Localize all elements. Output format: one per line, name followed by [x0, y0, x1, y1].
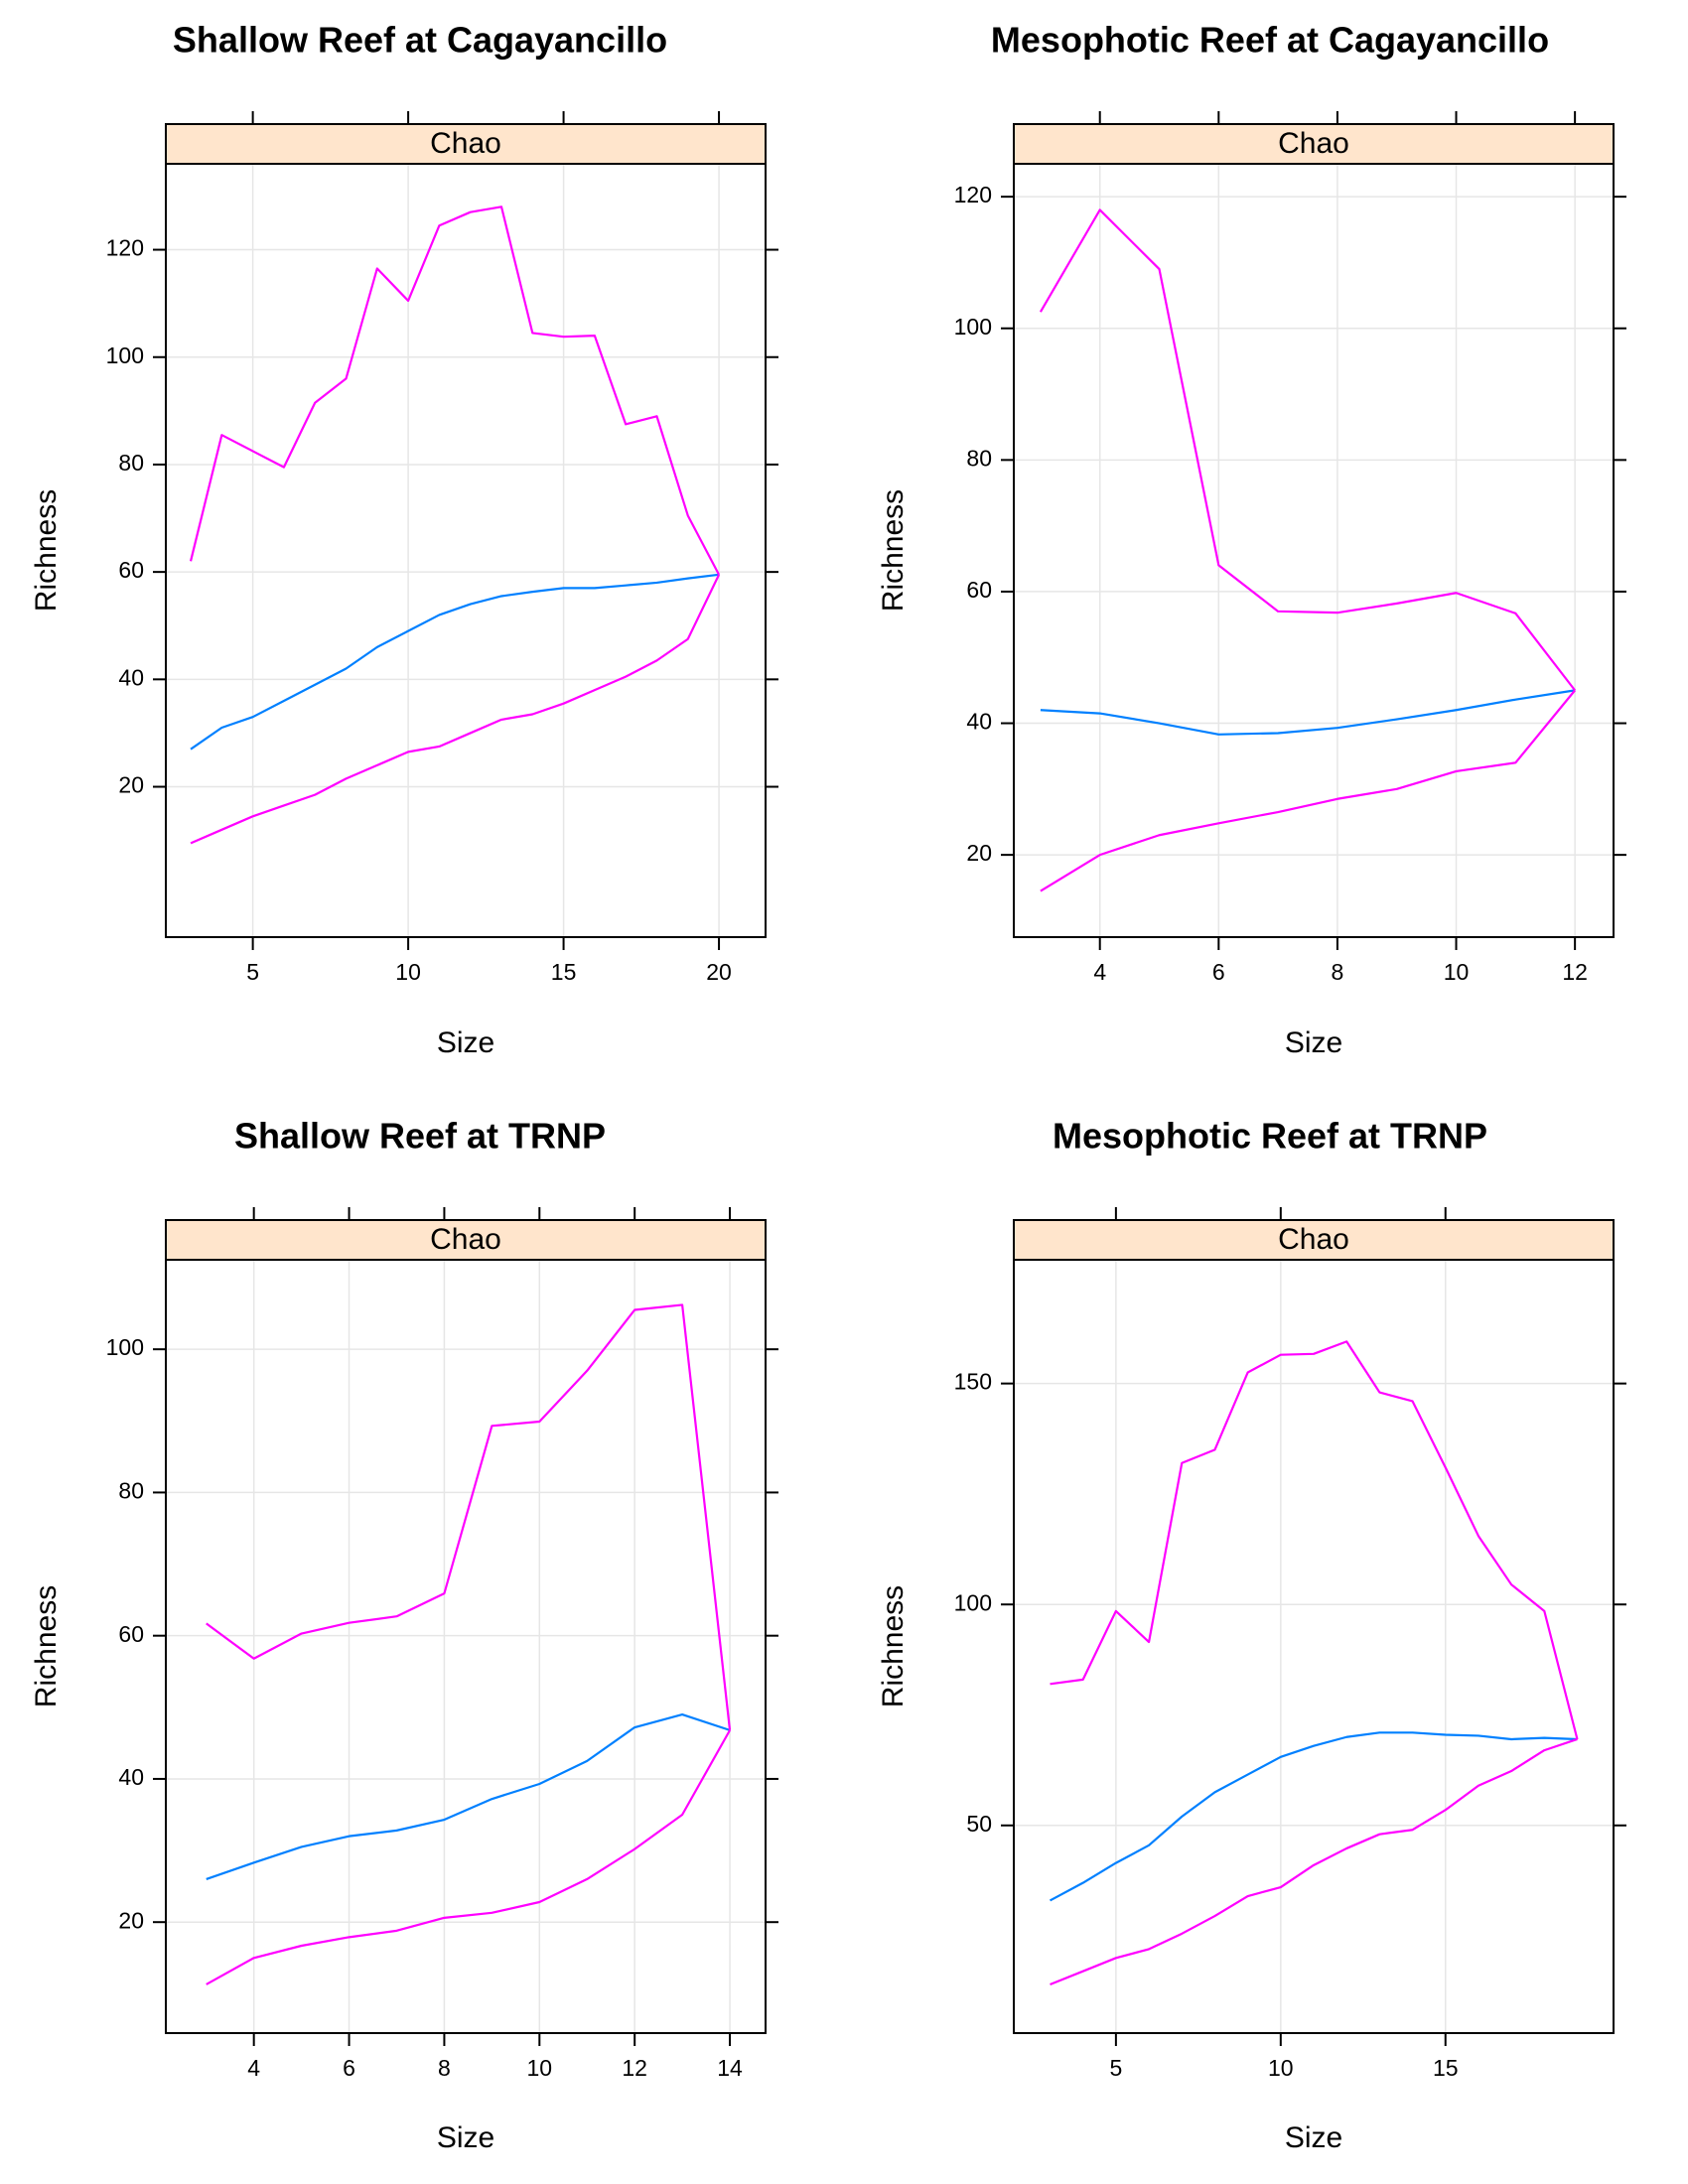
estimate-line [206, 1712, 731, 1880]
lower-bound-line [1050, 1737, 1578, 1986]
x-tick-label: 4 [247, 2055, 260, 2081]
y-tick-label: 60 [966, 577, 992, 603]
y-tick-label: 100 [106, 1334, 144, 1360]
x-axis-label: Size [437, 2121, 494, 2154]
strip-label: Chao [430, 127, 501, 160]
x-axis-label: Size [1285, 1026, 1342, 1059]
plot-frame [165, 163, 767, 938]
y-tick-label: 80 [118, 1477, 144, 1503]
y-tick-label: 100 [954, 1589, 992, 1615]
x-tick-label: 20 [706, 959, 732, 985]
y-axis-label: Richness [30, 489, 63, 612]
plot-frame [165, 1259, 767, 2034]
strip-box [1013, 1219, 1615, 1261]
x-axis-label: Size [1285, 2121, 1342, 2154]
x-tick-label: 6 [1212, 959, 1225, 985]
y-tick-label: 120 [106, 235, 144, 261]
estimate-line [1049, 1731, 1578, 1902]
chart-title: Shallow Reef at TRNP [234, 1116, 606, 1157]
estimate-line [1040, 689, 1576, 736]
x-tick-label: 12 [622, 2055, 647, 2081]
strip-label: Chao [1278, 127, 1349, 160]
chart-panel-2: Mesophotic Reef at Cagayancillo Chao 4 6 8 10… [877, 20, 1626, 1059]
strip-label: Chao [1278, 1223, 1349, 1256]
y-axis-label: Richness [30, 1585, 63, 1707]
upper-bound-line [1039, 208, 1577, 692]
y-tick-label: 60 [118, 557, 144, 583]
upper-bound-line [189, 205, 721, 576]
strip-label: Chao [430, 1223, 501, 1256]
x-tick-label: 14 [717, 2055, 743, 2081]
x-tick-label: 15 [1433, 2055, 1459, 2081]
x-tick-label: 15 [551, 959, 577, 985]
y-tick-label: 100 [106, 342, 144, 368]
upper-bound-line [206, 1303, 732, 1731]
x-tick-label: 12 [1562, 959, 1588, 985]
y-axis-label: Richness [877, 1585, 910, 1707]
x-tick-label: 8 [1332, 959, 1344, 985]
y-tick-label: 20 [118, 772, 144, 798]
x-tick-label: 10 [1444, 959, 1470, 985]
y-tick-label: 40 [118, 664, 144, 690]
x-tick-label: 5 [246, 959, 259, 985]
chart-panel-4: Mesophotic Reef at TRNP Chao 5 10 15 50 100 150… [877, 1116, 1626, 2154]
lower-bound-line [190, 574, 721, 845]
upper-bound-line [1050, 1340, 1579, 1740]
plot-frame [1013, 163, 1615, 938]
y-tick-label: 50 [966, 1811, 992, 1837]
x-tick-label: 8 [438, 2055, 451, 2081]
y-tick-label: 20 [118, 1907, 144, 1933]
chart-panel-1: Shallow Reef at Cagayancillo Chao 5 10 15 20 2… [30, 20, 778, 1059]
chart-panel-3: Shallow Reef at TRNP Chao 4 6 8 10 12 14 20 40 60 8… [30, 1116, 778, 2154]
lower-bound-line [1040, 689, 1576, 892]
strip-box [165, 1219, 767, 1261]
x-tick-label: 10 [395, 959, 421, 985]
x-tick-label: 4 [1093, 959, 1106, 985]
chart-title: Mesophotic Reef at Cagayancillo [991, 20, 1549, 61]
lower-bound-line [206, 1729, 732, 1985]
chart-title: Shallow Reef at Cagayancillo [173, 20, 667, 61]
strip-box [165, 123, 767, 165]
y-axis-label: Richness [877, 489, 910, 612]
y-tick-label: 120 [954, 182, 992, 207]
plot-frame [1013, 1259, 1615, 2034]
y-tick-label: 40 [118, 1764, 144, 1790]
y-tick-label: 80 [966, 445, 992, 471]
x-tick-label: 10 [1268, 2055, 1294, 2081]
y-tick-label: 60 [118, 1621, 144, 1647]
y-tick-label: 100 [954, 314, 992, 340]
y-tick-label: 20 [966, 840, 992, 866]
estimate-line [190, 573, 720, 751]
x-axis-label: Size [437, 1026, 494, 1059]
x-tick-label: 6 [343, 2055, 355, 2081]
x-tick-label: 5 [1109, 2055, 1122, 2081]
y-tick-label: 80 [118, 450, 144, 476]
y-tick-label: 150 [954, 1369, 992, 1395]
chart-title: Mesophotic Reef at TRNP [1053, 1116, 1487, 1157]
y-tick-label: 40 [966, 709, 992, 735]
x-tick-label: 10 [527, 2055, 553, 2081]
